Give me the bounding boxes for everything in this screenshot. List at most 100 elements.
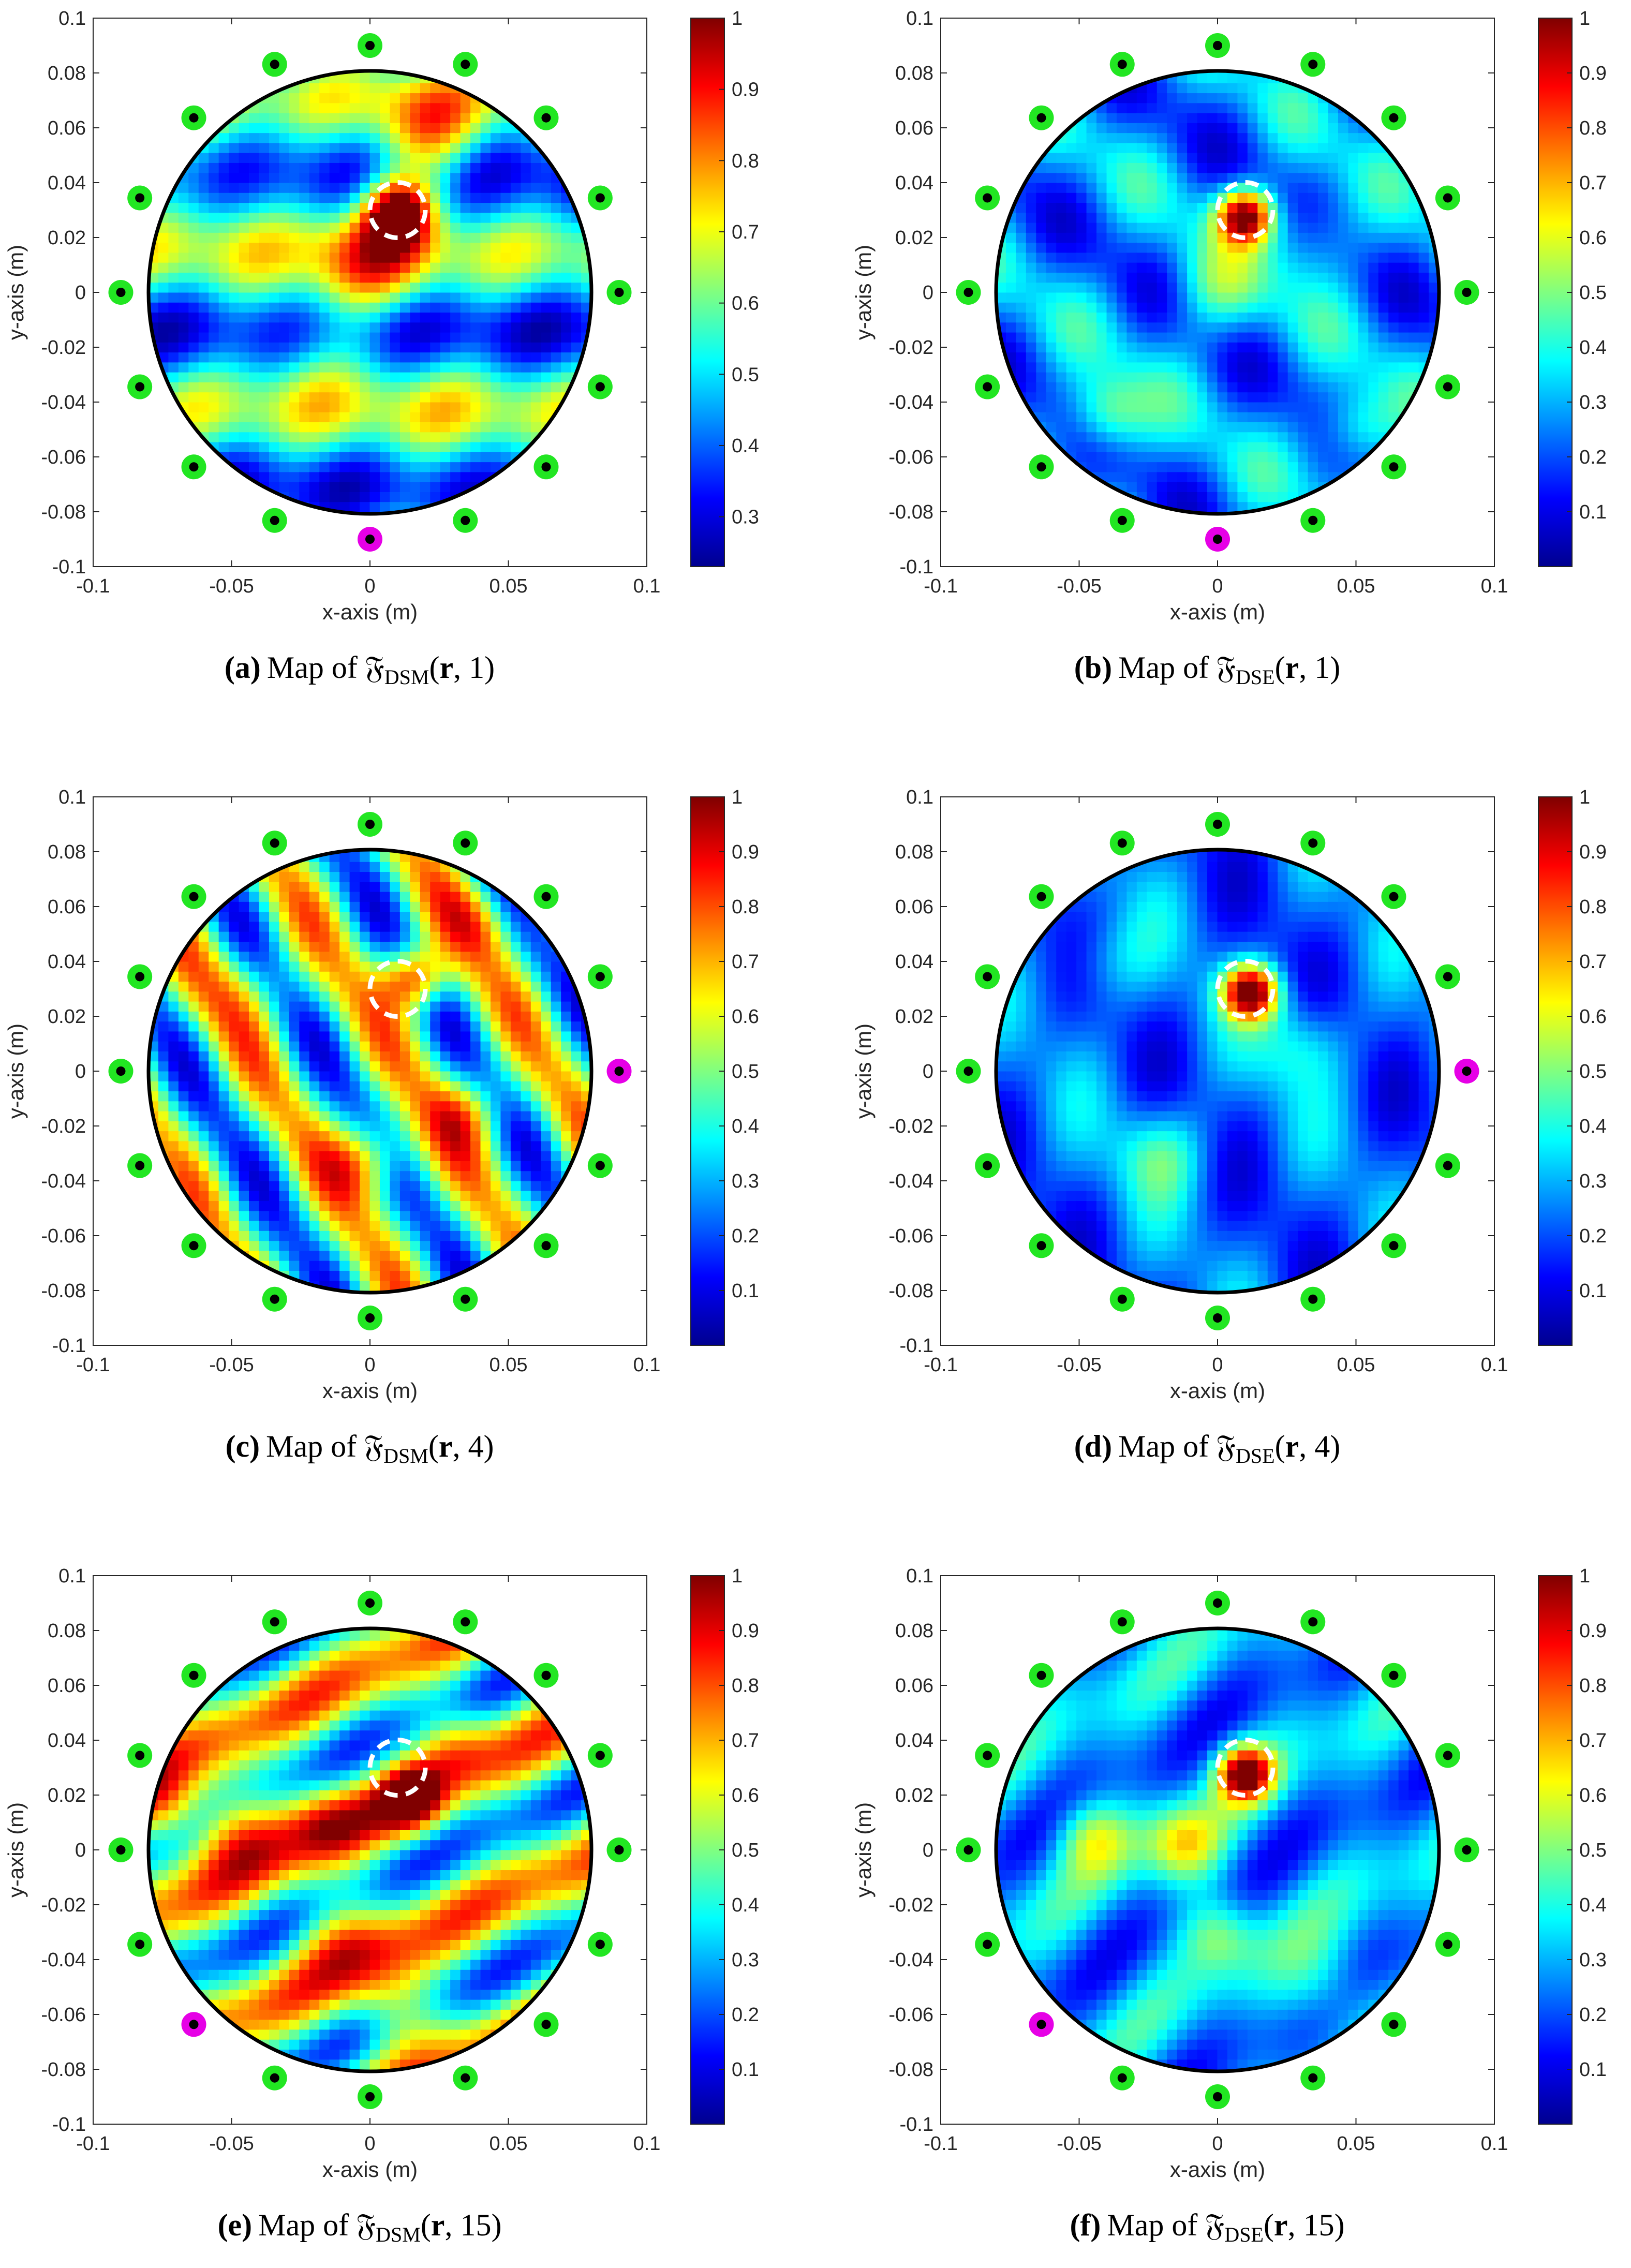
heatmap-cell	[168, 1101, 179, 1111]
heatmap-cell	[1056, 212, 1067, 223]
heatmap-cell	[1207, 93, 1218, 103]
heatmap-cell	[410, 152, 421, 163]
heatmap-cell	[309, 422, 320, 433]
heatmap-cell	[530, 981, 542, 992]
heatmap-cell	[399, 362, 411, 373]
heatmap-cell	[1348, 312, 1359, 323]
heatmap-cell	[1378, 302, 1389, 313]
heatmap-cell	[188, 1140, 199, 1151]
heatmap-cell	[178, 1120, 189, 1132]
heatmap-cell	[360, 1061, 370, 1072]
heatmap-cell	[329, 312, 340, 323]
heatmap-cell	[1328, 242, 1339, 253]
heatmap-cell	[1227, 112, 1238, 123]
heatmap-cell	[480, 1170, 491, 1181]
caption-paren-close: )	[1330, 650, 1340, 685]
heatmap-cell	[299, 471, 310, 482]
heatmap-cell	[450, 322, 461, 333]
heatmap-cell	[1267, 252, 1279, 263]
heatmap-cell	[1126, 342, 1137, 353]
heatmap-cell	[1227, 392, 1238, 403]
heatmap-cell	[339, 481, 350, 492]
heatmap-cell	[369, 1220, 380, 1231]
heatmap-cell	[259, 881, 270, 892]
heatmap-cell	[1358, 132, 1369, 143]
heatmap-cell	[460, 372, 471, 382]
heatmap-cell	[1257, 411, 1268, 423]
heatmap-cell	[1237, 312, 1248, 323]
heatmap-cell	[390, 961, 401, 972]
heatmap-cell	[1187, 162, 1198, 173]
heatmap-cell	[561, 242, 572, 253]
heatmap-cell	[188, 282, 199, 293]
heatmap-cell	[500, 1190, 511, 1202]
heatmap-cell	[1237, 202, 1248, 213]
heatmap-cell	[1156, 372, 1168, 382]
heatmap-cell	[1136, 192, 1148, 203]
heatmap-cell	[289, 961, 300, 972]
heatmap-cell	[1257, 441, 1268, 452]
panel-caption: (a) Map of 𝔉DSM(r, 1)	[225, 649, 495, 689]
heatmap-cell	[329, 162, 340, 173]
heatmap-cell	[1257, 122, 1268, 134]
heatmap-cell	[360, 1160, 370, 1172]
heatmap-cell	[209, 272, 219, 283]
heatmap-cell	[490, 1160, 501, 1172]
heatmap-cell	[218, 272, 230, 283]
heatmap-cell	[551, 252, 562, 263]
heatmap-cell	[510, 1050, 522, 1062]
heatmap-cell	[229, 322, 240, 333]
heatmap-cell	[1278, 112, 1288, 123]
heatmap-cell	[450, 1190, 461, 1202]
heatmap-cell	[1408, 252, 1419, 263]
heatmap-cell	[1207, 471, 1218, 482]
heatmap-cell	[551, 202, 562, 213]
heatmap-cell	[1126, 462, 1137, 472]
heatmap-cell	[1398, 312, 1410, 323]
heatmap-cell	[470, 132, 481, 143]
heatmap-cell	[490, 1200, 501, 1211]
heatmap-cell	[289, 1131, 300, 1142]
heatmap-cell	[279, 1190, 290, 1202]
heatmap-cell	[430, 422, 441, 433]
heatmap-cell	[460, 202, 471, 213]
heatmap-cell	[450, 891, 461, 902]
heatmap-cell	[379, 1120, 391, 1132]
heatmap-cell	[1429, 272, 1439, 283]
heatmap-cell	[1257, 82, 1268, 94]
heatmap-cell	[1116, 162, 1128, 173]
heatmap-cell	[1116, 262, 1128, 273]
heatmap-cell	[349, 981, 361, 992]
heatmap-cell	[1197, 222, 1208, 233]
heatmap-cell	[530, 1031, 542, 1042]
heatmap-cell	[209, 1041, 219, 1051]
heatmap-cell	[178, 1071, 189, 1081]
heatmap-cell	[1187, 471, 1198, 482]
heatmap-cell	[561, 372, 572, 382]
heatmap-cell	[239, 132, 250, 143]
heatmap-cell	[339, 352, 350, 363]
heatmap-cell	[1348, 192, 1359, 203]
heatmap-cell	[1358, 242, 1369, 253]
heatmap-cell	[269, 362, 280, 373]
heatmap-cell	[460, 352, 471, 363]
heatmap-cell	[1086, 462, 1098, 472]
heatmap-cell	[319, 82, 330, 94]
heatmap-cell	[1046, 352, 1057, 363]
y-tick-label: 0.08	[48, 63, 86, 84]
heatmap-cell	[1408, 212, 1419, 223]
heatmap-cell	[1338, 342, 1349, 353]
heatmap-cell	[339, 1150, 350, 1161]
heatmap-cell	[299, 1230, 310, 1241]
heatmap-cell	[329, 911, 340, 922]
heatmap-cell	[158, 1031, 169, 1042]
heatmap-cell	[259, 961, 270, 972]
heatmap-cell	[541, 402, 552, 412]
heatmap-cell	[1156, 172, 1168, 183]
heatmap-cell	[198, 1091, 210, 1102]
heatmap-cell	[1328, 162, 1339, 173]
heatmap-cell	[1408, 262, 1419, 273]
heatmap-cell	[1026, 362, 1037, 373]
heatmap-cell	[1368, 372, 1379, 382]
heatmap-cell	[339, 441, 350, 452]
